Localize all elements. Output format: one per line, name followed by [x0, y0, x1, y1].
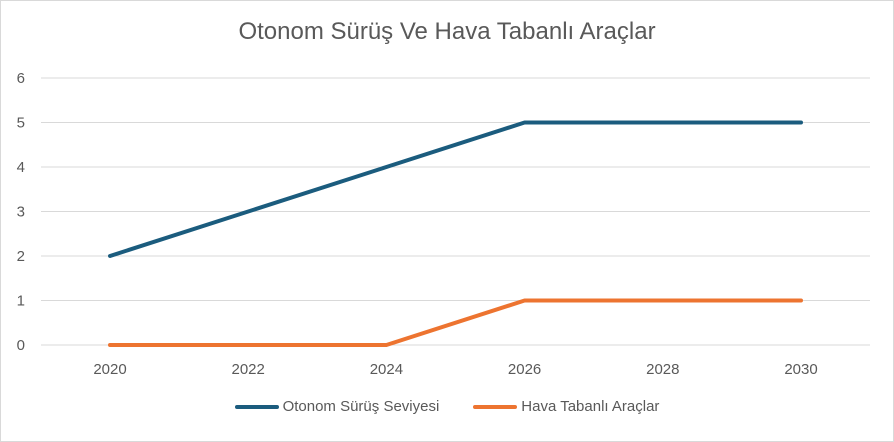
x-tick-label-2026: 2026	[508, 361, 541, 378]
x-tick-label-2022: 2022	[232, 361, 265, 378]
chart-title: Otonom Sürüş Ve Hava Tabanlı Araçlar	[238, 18, 656, 45]
y-tick-label-0: 0	[17, 337, 25, 354]
y-tick-label-3: 3	[17, 204, 25, 221]
legend-swatch-series-2	[473, 404, 518, 409]
legend-label-series-2: Hava Tabanlı Araçlar	[521, 398, 660, 415]
series-line-2	[108, 298, 803, 347]
series-line-1	[108, 120, 803, 258]
y-tick-label-6: 6	[17, 70, 25, 87]
y-tick-label-4: 4	[17, 159, 25, 176]
x-tick-label-2030: 2030	[784, 361, 817, 378]
y-tick-label-1: 1	[17, 293, 25, 310]
legend-label-series-1: Otonom Sürüş Seviyesi	[282, 398, 440, 415]
legend-swatch-series-1	[234, 404, 279, 409]
x-tick-label-2024: 2024	[370, 361, 403, 378]
legend-item-series-1: Otonom Sürüş Seviyesi	[234, 398, 440, 415]
x-tick-label-2028: 2028	[646, 361, 679, 378]
legend: Otonom Sürüş Seviyesi Hava Tabanlı Araçl…	[0, 398, 894, 415]
y-tick-label-2: 2	[17, 248, 25, 265]
y-tick-label-5: 5	[17, 115, 25, 132]
x-tick-label-2020: 2020	[93, 361, 126, 378]
legend-item-series-2: Hava Tabanlı Araçlar	[473, 398, 659, 415]
